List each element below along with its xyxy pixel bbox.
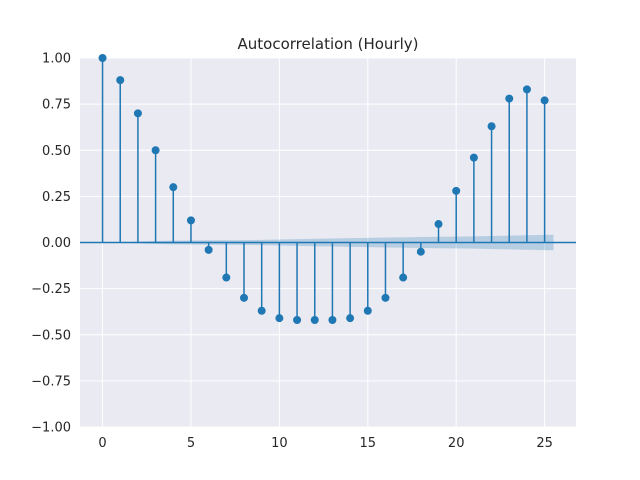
y-tick-label: 0.75 <box>42 98 71 113</box>
y-tick-label: −0.75 <box>31 374 71 389</box>
marker-lag-8 <box>240 293 249 302</box>
marker-lag-19 <box>434 220 443 229</box>
y-tick-label: 0.25 <box>42 190 71 205</box>
x-tick-label: 0 <box>98 436 106 451</box>
x-tick-labels: 0 5 10 15 20 25 <box>98 436 552 451</box>
marker-lag-13 <box>328 315 337 324</box>
stems <box>101 58 546 320</box>
marker-lag-5 <box>186 216 195 225</box>
marker-lag-4 <box>169 183 178 192</box>
marker-lag-3 <box>151 146 160 155</box>
marker-lag-2 <box>133 109 142 118</box>
y-tick-label: 0.00 <box>42 236 71 251</box>
y-tick-label: −0.25 <box>31 282 71 297</box>
marker-lag-15 <box>363 306 372 315</box>
x-tick-label: 25 <box>536 436 553 451</box>
marker-lag-25 <box>540 96 549 105</box>
marker-lag-9 <box>257 306 266 315</box>
marker-lag-24 <box>522 85 531 94</box>
marker-lag-16 <box>381 293 390 302</box>
marker-lag-12 <box>310 315 319 324</box>
x-tick-label: 5 <box>187 436 195 451</box>
marker-lag-17 <box>399 273 408 282</box>
y-tick-label: 1.00 <box>42 52 71 67</box>
marker-lag-10 <box>275 314 284 323</box>
y-tick-label: −0.50 <box>31 328 71 343</box>
markers <box>98 54 549 324</box>
marker-lag-11 <box>293 315 302 324</box>
marker-lag-23 <box>505 94 514 103</box>
chart-title: Autocorrelation (Hourly) <box>238 35 419 53</box>
x-tick-label: 20 <box>448 436 465 451</box>
marker-lag-21 <box>469 153 478 162</box>
x-tick-label: 15 <box>360 436 377 451</box>
marker-lag-6 <box>204 245 213 254</box>
marker-lag-20 <box>452 186 461 195</box>
y-tick-labels: −1.00 −0.75 −0.50 −0.25 0.00 0.25 0.50 0.75 1.00 <box>31 52 71 436</box>
marker-lag-22 <box>487 122 496 131</box>
marker-lag-14 <box>346 314 355 323</box>
y-tick-label: 0.50 <box>42 144 71 159</box>
marker-lag-0 <box>98 54 107 62</box>
x-tick-label: 10 <box>271 436 288 451</box>
marker-lag-1 <box>116 76 125 85</box>
marker-lag-7 <box>222 273 231 282</box>
y-tick-label: −1.00 <box>31 421 71 436</box>
marker-lag-18 <box>416 247 425 256</box>
